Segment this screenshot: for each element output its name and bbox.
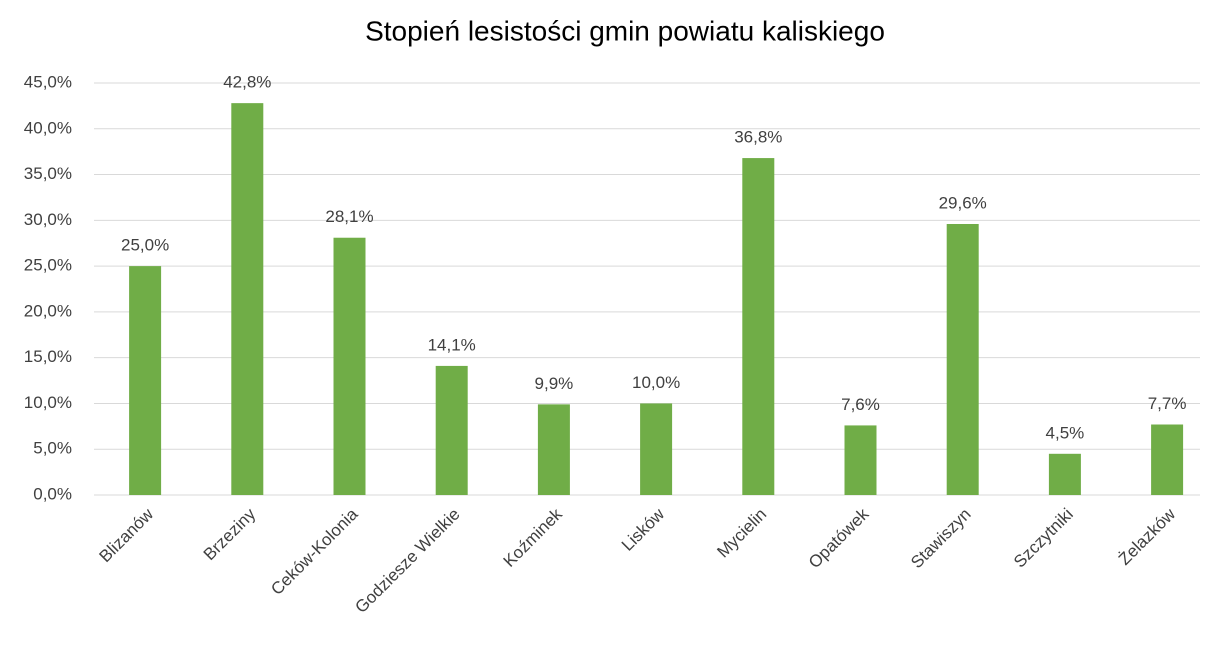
value-label: 9,9% [535,374,574,393]
y-tick-label: 15,0% [24,347,72,366]
value-label: 4,5% [1046,423,1085,442]
x-tick-label: Mycielin [713,505,770,562]
y-tick-label: 40,0% [24,118,72,137]
x-tick-label: Stawiszyn [907,505,975,573]
y-tick-label: 30,0% [24,210,72,229]
bar [946,223,979,496]
bar [129,266,162,495]
value-label: 42,8% [223,73,271,92]
bar [844,425,877,495]
chart-title: Stopień lesistości gmin powiatu kaliskie… [365,15,885,46]
bar [537,404,570,495]
value-label: 14,1% [428,335,476,354]
x-tick-label: Ceków-Kolonia [267,504,362,599]
x-tick-label: Opatówek [805,504,873,572]
x-tick-label: Koźminek [500,504,567,571]
y-tick-label: 25,0% [24,256,72,275]
y-tick-label: 20,0% [24,301,72,320]
x-tick-label: Brzeziny [200,504,260,564]
value-label: 28,1% [325,207,373,226]
bar [231,103,264,496]
value-label: 10,0% [632,373,680,392]
y-tick-label: 45,0% [24,72,72,91]
value-label: 29,6% [939,193,987,212]
x-tick-label: Blizanów [96,504,158,566]
x-tick-label: Żelazków [1115,504,1180,569]
bar [640,403,673,495]
x-tick-label: Godziesze Wielkie [351,505,463,617]
bar [1151,424,1184,495]
bar [742,158,775,495]
x-tick-label: Szczytniki [1010,505,1077,572]
value-label: 7,7% [1148,394,1187,413]
y-tick-label: 0,0% [33,484,72,503]
y-tick-label: 10,0% [24,393,72,412]
value-label: 36,8% [734,128,782,147]
value-label: 25,0% [121,236,169,255]
bar [1048,453,1081,495]
y-tick-label: 35,0% [24,164,72,183]
bar [333,237,366,495]
x-tick-label: Lisków [618,504,669,555]
value-label: 7,6% [841,395,880,414]
y-tick-label: 5,0% [33,439,72,458]
bar [435,365,468,495]
